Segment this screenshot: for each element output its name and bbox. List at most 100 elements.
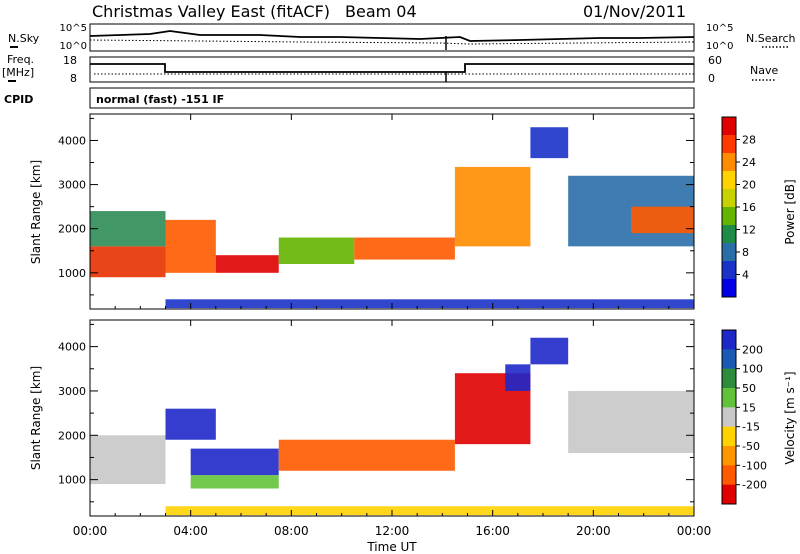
colorbar-tick-label-1: 24: [742, 156, 756, 169]
heatmap-region-0: [90, 246, 166, 278]
ytick-label-0: 1000: [58, 267, 86, 280]
velocity-ylabel: Slant Range [km]: [29, 366, 43, 470]
heatmap-region-8: [568, 390, 694, 454]
colorbar-swatch-4: [722, 407, 736, 428]
colorbar-swatch-6: [722, 225, 736, 244]
nsky-label: N.Sky: [8, 32, 40, 45]
colorbar-swatch-9: [722, 279, 736, 298]
colorbar-tick-label-4: -15: [742, 421, 760, 434]
colorbar-tick-label-0: 200: [742, 343, 763, 356]
xtick-label-2: 08:00: [274, 524, 309, 538]
ytick-label-1: 2000: [58, 429, 86, 442]
freq-unit: [MHz]: [2, 66, 34, 79]
colorbar-swatch-1: [722, 135, 736, 154]
time-xaxis: 00:00 04:00 08:00 12:00 16:00 20:00 00:00: [73, 114, 712, 538]
nsky-left-tick-top: 10^5: [60, 23, 87, 34]
xtick-label-0: 00:00: [73, 524, 108, 538]
ytick-label-3: 4000: [58, 341, 86, 354]
colorbar-swatch-1: [722, 349, 736, 370]
xaxis-label: Time UT: [366, 540, 417, 554]
nsky-left-tick-bottom: 10^0: [60, 41, 87, 52]
freq-left-tick-bottom: 8: [70, 72, 77, 85]
cpid-panel-frame: [89, 87, 695, 109]
colorbar-tick-label-1: 100: [742, 363, 763, 376]
velocity-heatmap: [90, 337, 694, 516]
colorbar-swatch-7: [722, 465, 736, 486]
colorbar-tick-label-5: 8: [742, 246, 749, 259]
heatmap-region-4: [278, 439, 455, 471]
heatmap-region-9: [631, 206, 694, 234]
nsearch-label: N.Search: [746, 32, 796, 45]
freq-left-tick-top: 18: [63, 54, 77, 67]
beam-label: Beam 04: [345, 2, 417, 21]
ytick-label-0: 1000: [58, 474, 86, 487]
xtick-label-4: 16:00: [475, 524, 510, 538]
heatmap-region-10: [165, 299, 694, 309]
colorbar-tick-label-3: 15: [742, 401, 756, 414]
heatmap-region-1: [165, 408, 216, 440]
freq-label: Freq.: [7, 53, 34, 66]
freq-panel-frame: [89, 56, 695, 83]
date-label: 01/Nov/2011: [583, 2, 686, 21]
colorbar-swatch-4: [722, 189, 736, 208]
colorbar-tick-label-2: 50: [742, 382, 756, 395]
colorbar-swatch-2: [722, 153, 736, 172]
colorbar-tick-label-2: 20: [742, 179, 756, 192]
power-ylabel: Slant Range [km]: [29, 160, 43, 264]
velocity-colorbar: 200 100 50 15 -15 -50 -100 -200: [721, 329, 767, 505]
heatmap-region-7: [530, 127, 569, 159]
heatmap-region-3: [190, 475, 279, 489]
nsearch-trace: [89, 39, 695, 45]
heatmap-region-0: [90, 435, 166, 485]
heatmap-region-9: [165, 506, 694, 516]
colorbar-tick-label-4: 12: [742, 224, 756, 237]
nsky-right-tick-bottom: 10^0: [706, 41, 733, 52]
heatmap-region-5: [354, 237, 455, 260]
ytick-label-1: 2000: [58, 223, 86, 236]
heatmap-region-2: [165, 219, 216, 273]
colorbar-tick-label-3: 16: [742, 201, 756, 214]
colorbar-swatch-7: [722, 243, 736, 262]
heatmap-region-4: [278, 237, 355, 264]
colorbar-frame: [721, 329, 737, 505]
colorbar-swatch-6: [722, 446, 736, 466]
colorbar-tick-label-0: 28: [742, 134, 756, 147]
colorbar-swatch-5: [722, 207, 736, 226]
colorbar-swatch-8: [722, 261, 736, 280]
freq-trace: [90, 63, 694, 73]
plot-title: Christmas Valley East (fitACF): [92, 2, 330, 21]
nsky-right-tick-top: 10^5: [706, 23, 733, 34]
power-yaxis: 1000 2000 3000 4000: [58, 117, 694, 296]
ytick-label-3: 4000: [58, 134, 86, 147]
ytick-label-2: 3000: [58, 385, 86, 398]
colorbar-swatch-3: [722, 388, 736, 408]
colorbar-tick-label-6: 4: [742, 269, 749, 282]
xtick-label-5: 20:00: [576, 524, 611, 538]
velocity-yaxis: 1000 2000 3000 4000: [58, 323, 694, 503]
colorbar-swatch-3: [722, 171, 736, 190]
ytick-label-2: 3000: [58, 179, 86, 192]
freq-right-tick-bottom: 0: [708, 72, 715, 85]
colorbar-swatch-2: [722, 368, 736, 389]
cpid-label: CPID: [4, 93, 33, 106]
heatmap-region-6: [454, 166, 531, 247]
power-heatmap: [90, 127, 694, 309]
colorbar-swatch-8: [722, 484, 736, 505]
power-colorbar-label: Power [dB]: [783, 179, 797, 244]
nave-label: Nave: [750, 64, 778, 77]
power-colorbar: 28 24 20 16 12 8 4: [721, 116, 756, 298]
xtick-label-6: 00:00: [677, 524, 712, 538]
xtick-label-3: 12:00: [375, 524, 410, 538]
nsky-trace: [89, 30, 695, 42]
cpid-text: normal (fast) -151 IF: [96, 93, 224, 106]
colorbar-tick-label-5: -50: [742, 440, 760, 453]
velocity-colorbar-label: Velocity [m s⁻¹]: [783, 371, 797, 464]
heatmap-region-3: [215, 255, 279, 273]
colorbar-tick-label-6: -100: [742, 459, 767, 472]
heatmap-region-1: [90, 211, 166, 247]
heatmap-region-2: [190, 448, 279, 476]
colorbar-tick-label-7: -200: [742, 479, 767, 492]
xtick-label-1: 04:00: [173, 524, 208, 538]
colorbar-swatch-5: [722, 426, 736, 447]
